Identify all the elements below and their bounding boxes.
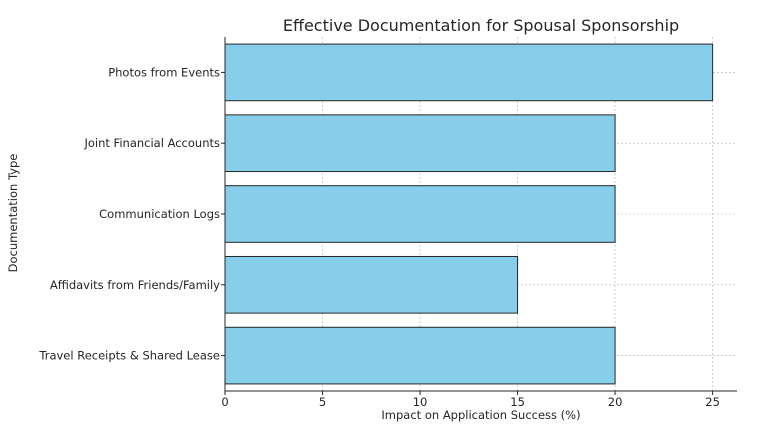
bar xyxy=(224,185,616,243)
bar xyxy=(224,43,714,102)
bar xyxy=(224,326,616,385)
x-axis-label: Impact on Application Success (%) xyxy=(381,408,580,422)
y-axis-label: Documentation Type xyxy=(6,154,20,273)
x-tick-label: 25 xyxy=(705,395,720,409)
y-tick-label: Photos from Events xyxy=(108,65,220,79)
bar xyxy=(224,114,616,173)
bar-layer xyxy=(224,43,714,385)
y-tick-label: Joint Financial Accounts xyxy=(83,136,220,150)
x-tick-label: 15 xyxy=(510,395,525,409)
x-tick-label: 0 xyxy=(221,395,228,409)
x-tick-label: 20 xyxy=(608,395,623,409)
y-tick-label: Communication Logs xyxy=(99,207,220,221)
chart-title: Effective Documentation for Spousal Spon… xyxy=(283,16,679,35)
axis-layer: 0 5 10 15 20 25 Travel Receipts & Shared Lease… xyxy=(38,37,737,409)
bar xyxy=(224,255,519,314)
y-tick-label: Travel Receipts & Shared Lease xyxy=(38,349,220,363)
x-tick-label: 10 xyxy=(413,395,428,409)
y-tick-label: Affidavits from Friends/Family xyxy=(50,278,220,292)
x-tick-label: 5 xyxy=(319,395,326,409)
